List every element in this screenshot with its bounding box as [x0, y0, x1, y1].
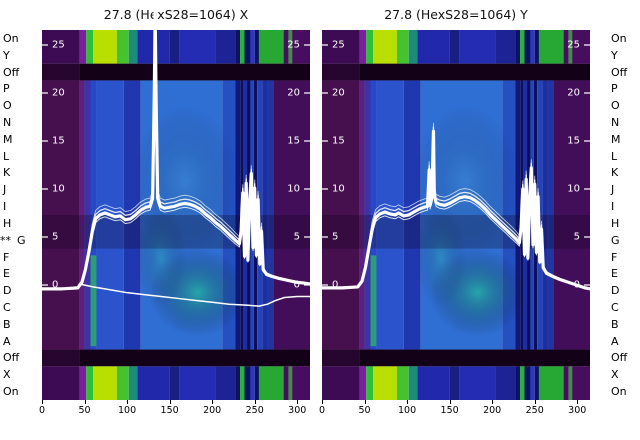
- row-label: D: [611, 284, 620, 298]
- x-tick-mark: [127, 400, 129, 404]
- row-label: J: [3, 183, 7, 197]
- x-tick-label: 200: [203, 405, 222, 416]
- row-label: F: [611, 250, 618, 264]
- x-tick-mark: [212, 400, 214, 404]
- x-tick-mark: [169, 400, 171, 404]
- row-label: F: [3, 250, 10, 264]
- row-label: O: [3, 99, 12, 113]
- x-tick-label: 150: [440, 405, 459, 416]
- x-axis-ticks-y: 0 50 100 150 200 250 300: [318, 400, 590, 424]
- x-tick-mark: [322, 400, 323, 404]
- row-label: N: [611, 116, 620, 129]
- x-tick-mark: [534, 400, 536, 404]
- row-label: I: [3, 200, 7, 214]
- x-tick-label: 50: [358, 405, 371, 416]
- row-label: On: [3, 385, 19, 399]
- x-tick-label: 0: [318, 405, 326, 416]
- x-tick-label: 0: [38, 405, 46, 416]
- right-row-labels: On Y Off P O N M L K J I H G F E D C B A Off X On: [608, 0, 640, 440]
- x-tick-mark: [407, 400, 409, 404]
- x-tick-label: 300: [568, 405, 587, 416]
- row-label: N: [3, 116, 12, 129]
- row-label: K: [611, 166, 619, 180]
- row-label: O: [611, 99, 620, 113]
- row-label: Y: [611, 48, 618, 62]
- heatmap-canvas-y: [322, 6, 590, 406]
- row-label: C: [611, 301, 619, 314]
- x-tick-mark: [492, 400, 494, 404]
- x-tick-mark: [449, 400, 451, 404]
- row-label: Off: [611, 351, 628, 365]
- row-label: H: [611, 216, 620, 230]
- row-label: L: [611, 149, 618, 163]
- row-label: C: [3, 301, 11, 314]
- row-label: A: [3, 334, 11, 348]
- x-tick-label: 150: [160, 405, 179, 416]
- x-tick-label: 50: [78, 405, 91, 416]
- x-tick-mark: [364, 400, 366, 404]
- x-tick-label: 250: [245, 405, 264, 416]
- row-label: P: [3, 82, 10, 96]
- row-marker: **: [0, 233, 11, 247]
- row-label: E: [3, 267, 10, 281]
- heatmap-canvas-x: [42, 6, 310, 406]
- x-tick-label: 200: [483, 405, 502, 416]
- row-label: H: [3, 216, 12, 230]
- row-label: On: [3, 31, 19, 45]
- row-label: A: [611, 334, 619, 348]
- row-label: On: [611, 385, 627, 399]
- row-label: B: [3, 317, 11, 331]
- x-tick-mark: [577, 400, 579, 404]
- row-label: M: [3, 132, 13, 146]
- row-label: X: [3, 368, 11, 382]
- x-tick-label: 250: [525, 405, 544, 416]
- row-label: B: [611, 317, 619, 331]
- row-label: On: [611, 31, 627, 45]
- row-label: G: [17, 233, 26, 247]
- x-tick-mark: [84, 400, 86, 404]
- row-label: M: [611, 132, 621, 146]
- row-label: J: [611, 183, 615, 197]
- row-label: K: [3, 166, 11, 180]
- row-label: E: [611, 267, 618, 281]
- row-label: I: [611, 200, 615, 214]
- row-label: D: [3, 284, 12, 298]
- row-label: L: [3, 149, 10, 163]
- x-tick-mark: [297, 400, 299, 404]
- row-label: Off: [3, 65, 20, 79]
- row-label: Y: [3, 48, 10, 62]
- row-label: P: [611, 82, 618, 96]
- x-axis-ticks-x: 0 50 100 150 200 250 300: [38, 400, 310, 424]
- row-label: G: [611, 233, 620, 247]
- x-tick-label: 100: [118, 405, 137, 416]
- row-label: Off: [3, 351, 20, 365]
- x-tick-label: 100: [398, 405, 417, 416]
- x-tick-mark: [254, 400, 256, 404]
- x-tick-label: 300: [288, 405, 307, 416]
- x-tick-mark: [42, 400, 43, 404]
- row-label: Off: [611, 65, 628, 79]
- row-label: X: [611, 368, 619, 382]
- left-row-labels: On Y Off P O N M L K J I H G ** F E D C B A Off X On: [0, 0, 40, 440]
